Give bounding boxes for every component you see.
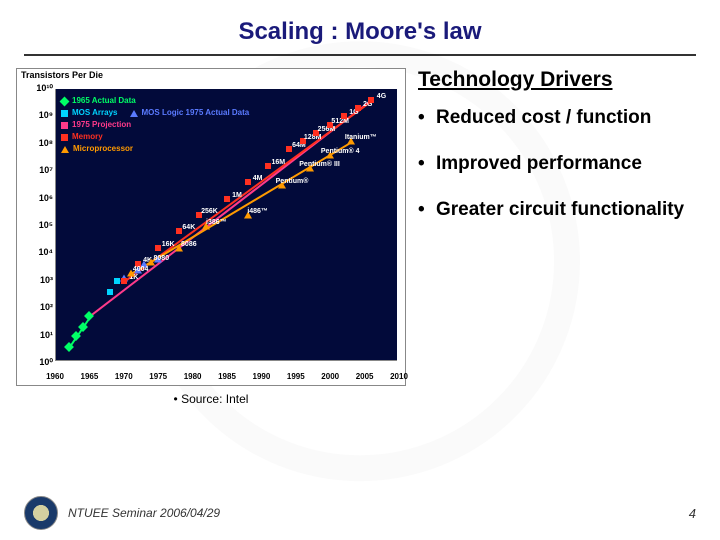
x-tick: 1980 <box>184 372 202 381</box>
y-tick: 10⁰ <box>21 357 53 368</box>
chart-column: Transistors Per Die 1965 Actual DataMOS … <box>16 68 406 406</box>
data-label: 16M <box>271 159 285 166</box>
moores-law-chart: Transistors Per Die 1965 Actual DataMOS … <box>16 68 406 386</box>
data-label: 16K <box>162 241 175 248</box>
data-label: 64K <box>182 224 195 231</box>
driver-item: Reduced cost / function <box>418 106 704 130</box>
data-label: Itanium™ <box>345 134 377 141</box>
drivers-heading: Technology Drivers <box>418 68 704 92</box>
x-tick: 2000 <box>321 372 339 381</box>
data-point <box>107 289 113 295</box>
data-label: 256K <box>201 208 218 215</box>
data-point <box>121 278 127 284</box>
y-tick: 10³ <box>21 275 53 285</box>
y-tick: 10⁵ <box>21 220 53 230</box>
legend-marker <box>61 146 69 153</box>
data-label: i486™ <box>247 208 268 215</box>
legend-marker <box>61 110 68 117</box>
data-label: Pentium® 4 <box>321 148 360 155</box>
data-point <box>176 228 182 234</box>
data-label: 1M <box>232 192 242 199</box>
legend-row: 1965 Actual Data <box>61 95 257 107</box>
x-tick: 1990 <box>252 372 270 381</box>
y-tick: 10⁸ <box>21 138 53 148</box>
data-point <box>224 196 230 202</box>
text-column: Technology Drivers Reduced cost / functi… <box>418 68 704 406</box>
legend-marker <box>61 122 68 129</box>
legend-label: 1975 Projection <box>72 119 131 131</box>
y-tick: 10⁴ <box>21 247 53 257</box>
data-point <box>355 105 361 111</box>
data-label: i386™ <box>206 219 227 226</box>
data-point <box>341 113 347 119</box>
y-tick: 10² <box>21 302 53 312</box>
legend-marker <box>60 96 70 106</box>
data-label: Pentium® III <box>299 161 340 168</box>
legend-label: 1965 Actual Data <box>72 95 136 107</box>
legend-row: Microprocessor <box>61 143 257 155</box>
page-number: 4 <box>689 506 696 521</box>
x-tick: 1970 <box>115 372 133 381</box>
drivers-list: Reduced cost / function Improved perform… <box>418 106 704 221</box>
legend-marker <box>61 134 68 141</box>
legend-label: MOS Arrays <box>72 107 118 119</box>
y-axis <box>55 89 56 361</box>
x-axis <box>55 360 397 361</box>
x-tick: 1960 <box>46 372 64 381</box>
x-tick: 1985 <box>218 372 236 381</box>
legend-row: 1975 Projection <box>61 119 257 131</box>
data-label: 8086 <box>181 241 197 248</box>
y-tick: 10¹ <box>21 330 53 340</box>
data-point <box>265 163 271 169</box>
data-label: 4G <box>377 93 386 100</box>
y-tick: 10⁷ <box>21 165 53 175</box>
data-label: Pentium® <box>276 178 309 185</box>
footer-left: NTUEE Seminar 2006/04/29 <box>24 496 220 530</box>
legend-row: Memory <box>61 131 257 143</box>
university-seal-icon <box>24 496 58 530</box>
x-tick: 1965 <box>80 372 98 381</box>
data-label: 4004 <box>133 266 149 273</box>
y-axis-label: Transistors Per Die <box>21 71 103 81</box>
slide-title: Scaling : Moore's law <box>0 0 720 46</box>
y-tick: 10¹⁰ <box>21 83 53 94</box>
legend-row: MOS Arrays MOS Logic 1975 Actual Data <box>61 107 257 119</box>
data-point <box>245 179 251 185</box>
x-tick: 2005 <box>356 372 374 381</box>
data-point <box>286 146 292 152</box>
data-label: 4M <box>253 175 263 182</box>
chart-legend: 1965 Actual DataMOS Arrays MOS Logic 1975… <box>61 95 257 155</box>
legend-label: MOS Logic 1975 Actual Data <box>142 107 250 119</box>
legend-marker <box>130 110 138 117</box>
y-tick: 10⁶ <box>21 193 53 203</box>
slide-footer: NTUEE Seminar 2006/04/29 4 <box>0 496 720 530</box>
x-tick: 1975 <box>149 372 167 381</box>
x-tick: 1995 <box>287 372 305 381</box>
data-point <box>368 97 374 103</box>
legend-label: Memory <box>72 131 103 143</box>
content-row: Transistors Per Die 1965 Actual DataMOS … <box>0 68 720 406</box>
driver-item: Greater circuit functionality <box>418 198 704 222</box>
driver-item: Improved performance <box>418 152 704 176</box>
chart-source: • Source: Intel <box>16 392 406 406</box>
data-label: 8080 <box>154 255 170 262</box>
x-tick: 2010 <box>390 372 408 381</box>
y-tick: 10⁹ <box>21 110 53 120</box>
data-point <box>155 245 161 251</box>
footer-text: NTUEE Seminar 2006/04/29 <box>68 506 220 520</box>
legend-label: Microprocessor <box>73 143 133 155</box>
title-rule <box>24 54 696 56</box>
